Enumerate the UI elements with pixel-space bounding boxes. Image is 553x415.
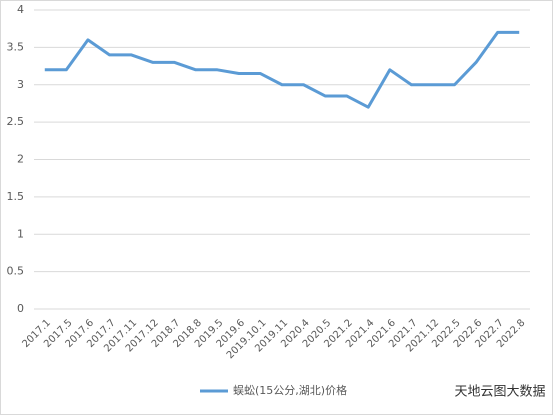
y-tick-label: 3.5 xyxy=(7,40,25,53)
y-tick-label: 1.5 xyxy=(7,190,25,203)
y-tick-label: 4 xyxy=(17,3,24,16)
y-tick-label: 2 xyxy=(17,153,24,166)
y-tick-label: 0 xyxy=(17,302,24,315)
legend-label: 蜈蚣(15公分,湖北)价格 xyxy=(233,383,347,397)
watermark: 天地云图大数据 xyxy=(454,385,545,400)
data-line xyxy=(44,30,520,109)
y-tick-label: 1 xyxy=(17,227,24,240)
y-tick-label: 3 xyxy=(17,78,24,91)
y-tick-label: 0.5 xyxy=(7,265,25,278)
y-tick-label: 2.5 xyxy=(7,115,25,128)
